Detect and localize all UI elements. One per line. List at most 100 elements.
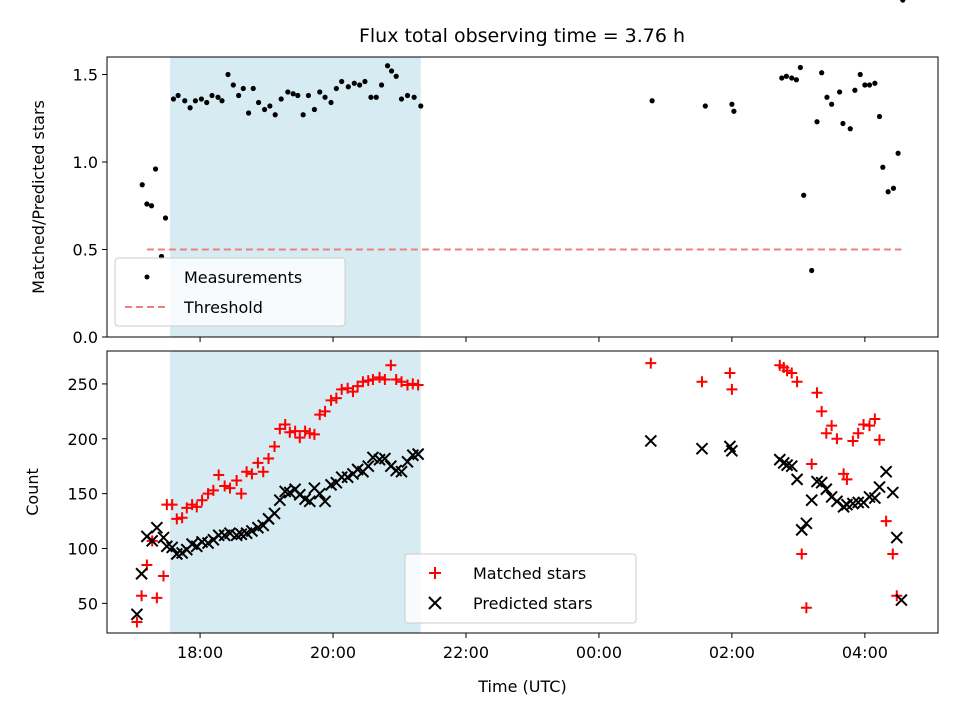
measurement-point: [209, 92, 215, 99]
predicted-star-point: [145, 534, 159, 548]
measurement-point: [139, 182, 145, 188]
top-legend-box: [114, 257, 346, 327]
measurement-point: [144, 201, 150, 207]
matched-star-point: [873, 434, 885, 446]
measurement-point: [317, 89, 323, 95]
matched-star-point: [820, 427, 832, 439]
measurement-point: [305, 92, 312, 99]
measurement-point: [295, 92, 301, 99]
predicted-star-point: [852, 496, 865, 509]
predicted-star-point: [820, 483, 833, 496]
bottom-x-tick-label: 20:00: [310, 643, 356, 662]
measurement-point: [230, 82, 236, 88]
top-x-ticks: [199, 337, 866, 342]
predicted-star-point: [362, 460, 375, 473]
top-y-tick-label: 0.0: [73, 328, 98, 347]
predicted-star-point: [895, 593, 908, 607]
measurement-point: [880, 164, 886, 170]
matched-star-point: [263, 453, 275, 465]
measurement-point: [300, 112, 306, 118]
measurement-point: [876, 113, 883, 120]
measurement-point: [362, 78, 368, 85]
matched-star-point: [724, 367, 736, 379]
matched-star-point: [257, 466, 269, 478]
matched-star-point: [390, 374, 402, 386]
matched-star-point: [213, 469, 225, 481]
matched-star-point: [308, 428, 320, 440]
measurement-point: [162, 215, 169, 221]
bottom-y-tick-label: 150: [67, 485, 98, 504]
bottom-y-tick-label: 250: [67, 375, 98, 394]
predicted-star-point: [130, 608, 144, 621]
measurement-point: [333, 85, 339, 92]
matched-star-point: [887, 548, 899, 560]
predicted-star-point: [378, 452, 392, 465]
measurement-point: [236, 92, 242, 99]
top-axes-frame: [106, 56, 939, 338]
measurement-point: [278, 96, 284, 102]
measurement-point: [837, 89, 843, 95]
matched-star-point: [252, 457, 264, 469]
top-y-axis-label: Matched/Predicted stars: [29, 100, 48, 294]
matched-star-point: [811, 387, 823, 399]
measurement-point: [219, 98, 225, 104]
measurement-point: [261, 106, 268, 113]
legend-measurement-marker: [144, 274, 150, 280]
measurement-point: [702, 103, 708, 109]
measurement-point: [384, 63, 391, 69]
predicted-star-point: [157, 531, 170, 544]
measurement-point: [285, 89, 291, 95]
measurement-point: [814, 119, 820, 125]
matched-star-point: [696, 376, 708, 388]
matched-star-point: [880, 515, 892, 527]
predicted-star-point: [268, 507, 281, 520]
predicted-star-point: [273, 494, 287, 507]
measurement-point: [824, 94, 830, 100]
measurement-point: [351, 80, 357, 86]
measurement-point: [866, 82, 873, 88]
matched-star-point: [289, 425, 301, 437]
matched-star-point: [800, 602, 812, 614]
predicted-star-point: [165, 541, 179, 554]
measurement-point: [339, 78, 345, 85]
bottom-x-axis: 18:00 20:00 22:00 00:00 02:00 04:00: [177, 633, 888, 662]
matched-star-point: [241, 466, 253, 478]
predicted-star-point: [135, 567, 148, 580]
predicted-star-point: [695, 442, 709, 455]
bottom-axes-frame: [106, 350, 939, 634]
bottom-y-tick-label: 100: [67, 540, 98, 559]
predicted-star-point: [790, 473, 804, 486]
legend-matched-label: Matched stars: [473, 564, 586, 583]
predicted-star-point: [879, 465, 893, 478]
measurement-point: [345, 84, 351, 90]
predicted-star-point: [890, 531, 903, 544]
measurement-point: [840, 120, 846, 127]
predicted-star-point: [150, 521, 164, 534]
measurement-point: [779, 75, 785, 81]
predicted-star-point: [780, 458, 794, 472]
matched-star-point: [166, 499, 178, 511]
matched-star-point: [864, 420, 876, 432]
predicted-star-point: [366, 451, 380, 464]
measurement-point: [862, 82, 868, 88]
bottom-x-tick-label: 04:00: [842, 643, 888, 662]
measurement-point: [175, 92, 181, 99]
measurement-point: [900, 0, 906, 3]
measurement-point: [148, 203, 155, 209]
top-legend: Measurements Threshold: [114, 257, 346, 327]
measurement-point: [204, 99, 210, 106]
bottom-legend-box: [404, 553, 637, 624]
predicted-star-point: [303, 495, 316, 508]
bottom-y-axis-label: Count: [23, 468, 42, 516]
measurement-point: [872, 80, 878, 86]
measurement-point: [311, 106, 318, 113]
top-y-tick-label: 1.0: [73, 153, 98, 172]
measurement-point: [378, 82, 385, 88]
measurement-point: [152, 166, 159, 172]
matched-star-point: [224, 482, 236, 494]
matched-star-point: [284, 426, 296, 438]
measurement-point: [192, 98, 199, 104]
predicted-star-point: [873, 480, 886, 494]
predicted-star-point: [725, 444, 739, 458]
